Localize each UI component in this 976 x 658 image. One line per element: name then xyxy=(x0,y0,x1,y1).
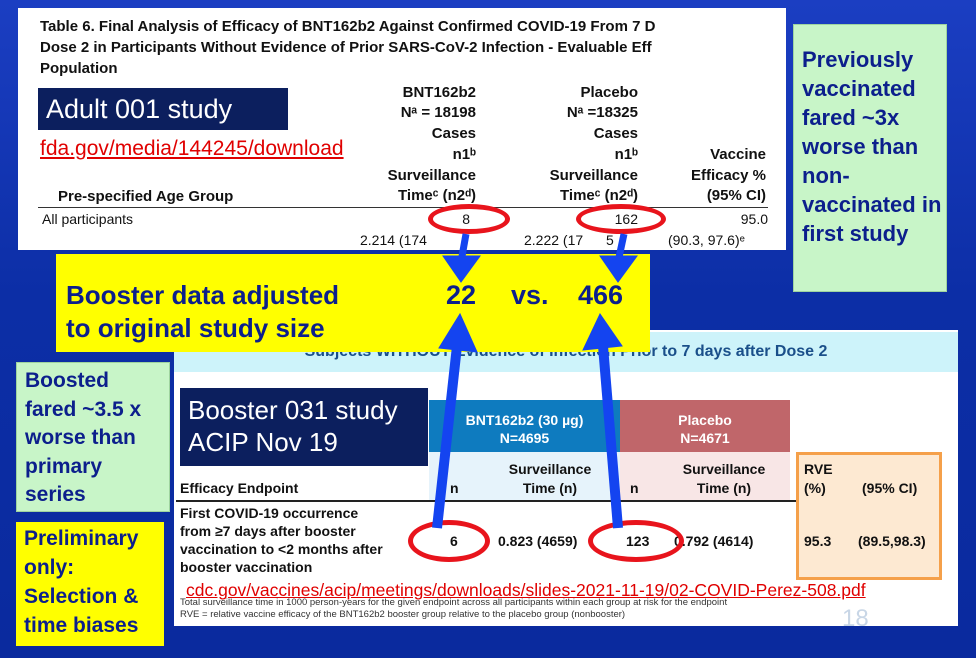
fda-source-link[interactable]: fda.gov/media/144245/download xyxy=(40,137,344,160)
placebo-surveillance-label: Surveillance xyxy=(549,167,638,184)
booster-adjusted-line2: to original study size xyxy=(66,313,325,343)
adult-efficacy-table: Table 6. Final Analysis of Efficacy of B… xyxy=(18,8,786,250)
table-title-line3: Population xyxy=(40,60,118,77)
highlight-ellipse-placebo-booster-cases xyxy=(588,520,684,562)
preliminary-callout: Preliminary only: Selection & time biase… xyxy=(16,522,164,646)
placebo-n-header: n xyxy=(630,480,639,496)
placebo-header-cell xyxy=(620,400,790,452)
all-participants-label: All participants xyxy=(42,211,134,227)
bnt-surveillance-label: Surveillance xyxy=(387,167,476,184)
booster-adjusted-line1: Booster data adjusted xyxy=(66,280,340,310)
placebo-booster-time-value: 0.792 (4614) xyxy=(674,533,754,549)
placebo-cases-label: Cases xyxy=(593,125,638,142)
endpoint-divider xyxy=(176,500,796,502)
placebo-time-label: Timeᶜ (n2ᵈ) xyxy=(560,187,638,204)
placebo-surveillance-header: Surveillance xyxy=(682,461,766,477)
placebo-column-n: Nᵃ =18325 xyxy=(566,104,638,121)
versus-label: vs. xyxy=(511,280,549,310)
bnt-n-header: n xyxy=(450,480,459,496)
adult-study-label: Adult 001 study xyxy=(38,88,288,130)
boosted-callout: Boosted fared ~3.5 x worse than primary … xyxy=(16,362,170,512)
cdc-source-link[interactable]: cdc.gov/vaccines/acip/meetings/downloads… xyxy=(186,580,866,600)
placebo-n1-label: n1ᵇ xyxy=(614,146,638,163)
ve-value: 95.0 xyxy=(740,211,768,227)
ve-header-line3: (95% CI) xyxy=(706,187,766,204)
booster-study-label: Booster 031 study ACIP Nov 19 xyxy=(180,388,428,466)
ve-header-line1: Vaccine xyxy=(710,146,766,163)
header-divider xyxy=(38,207,768,208)
endpoint-line1: First COVID-19 occurrence xyxy=(180,505,359,521)
bnt-n1-label: n1ᵇ xyxy=(452,146,476,163)
rve-value: 95.3 xyxy=(804,533,832,549)
placebo-subheader-cell xyxy=(620,452,790,500)
placebo-time-fragment: 5 xyxy=(606,232,614,248)
bnt-cases-label: Cases xyxy=(431,125,476,142)
rve-header: RVE xyxy=(804,461,833,477)
ci-value: (90.3, 97.6)ᵉ xyxy=(668,232,745,248)
previously-vaccinated-callout: Previously vaccinated fared ~3x worse th… xyxy=(793,24,947,292)
bnt-surveillance-header: Surveillance xyxy=(508,461,592,477)
page-number: 18 xyxy=(842,605,869,632)
ve-header-line2: Efficacy % xyxy=(690,167,766,184)
highlight-ellipse-placebo-cases xyxy=(576,204,666,234)
endpoint-header: Efficacy Endpoint xyxy=(180,480,299,496)
bnt-column-n: Nᵃ = 18198 xyxy=(400,104,476,121)
footnote-surveillance: Total surveillance time in 1000 person-y… xyxy=(180,597,728,608)
rve-ci-value: (89.5,98.3) xyxy=(858,533,926,549)
endpoint-line3: vaccination to <2 months after xyxy=(180,541,383,557)
table-title-line1: Table 6. Final Analysis of Efficacy of B… xyxy=(40,18,656,35)
booster-efficacy-table: Subjects WITHOUT Evidence of Infection P… xyxy=(174,330,958,632)
placebo-header-title: Placebo xyxy=(678,412,732,428)
ci-header: (95% CI) xyxy=(862,480,918,496)
endpoint-line4: booster vaccination xyxy=(180,559,313,575)
placebo-time-value: 2.222 (17 xyxy=(524,232,584,248)
booster-study-line1: Booster 031 study xyxy=(188,395,398,425)
endpoint-line2: from ≥7 days after booster xyxy=(180,523,356,539)
rve-highlight-box xyxy=(796,452,942,580)
highlight-ellipse-bnt-cases xyxy=(428,204,510,234)
adjusted-placebo-cases: 466 xyxy=(578,280,624,310)
bnt-time-label: Timeᶜ (n2ᵈ) xyxy=(398,187,476,204)
bnt-time-value: 2.214 (174 xyxy=(360,232,427,248)
placebo-column-title: Placebo xyxy=(580,84,638,101)
bnt-header-n: N=4695 xyxy=(499,430,550,446)
age-group-header: Pre-specified Age Group xyxy=(58,188,234,205)
bnt-column-title: BNT162b2 xyxy=(402,84,476,101)
booster-adjusted-box: Booster data adjusted to original study … xyxy=(56,254,650,352)
rve-unit-header: (%) xyxy=(804,480,826,496)
bnt-header-title: BNT162b2 (30 µg) xyxy=(465,412,584,428)
adjusted-vaccine-cases: 22 xyxy=(446,280,477,310)
booster-time-value: 0.823 (4659) xyxy=(498,533,578,549)
placebo-time-header: Time (n) xyxy=(696,480,752,496)
booster-study-line2: ACIP Nov 19 xyxy=(188,427,338,457)
footnote-rve: RVE = relative vaccine efficacy of the B… xyxy=(180,609,626,620)
placebo-header-n: N=4671 xyxy=(680,430,730,446)
highlight-ellipse-booster-cases xyxy=(408,520,490,562)
table-title-line2: Dose 2 in Participants Without Evidence … xyxy=(40,39,652,56)
bnt-time-header: Time (n) xyxy=(522,480,578,496)
